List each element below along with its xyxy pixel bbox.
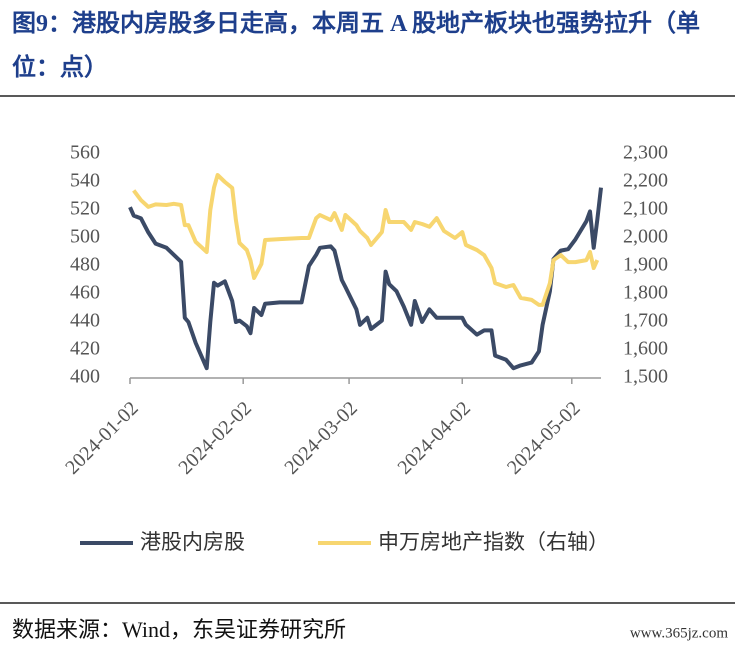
x-tick-label: 2024-01-02 <box>61 397 143 479</box>
y-tick-label: 420 <box>70 338 100 360</box>
y-tick-label: 500 <box>70 226 100 248</box>
series-line <box>128 187 603 371</box>
y2-tick-label: 1,700 <box>623 310 668 332</box>
y2-tick-label: 1,500 <box>623 366 668 388</box>
y-tick-label: 560 <box>70 142 100 164</box>
y-tick-label: 460 <box>70 282 100 304</box>
y-tick-label: 480 <box>70 254 100 276</box>
x-tick-label: 2024-04-02 <box>393 397 475 479</box>
y2-tick-label: 2,300 <box>623 142 668 164</box>
y-tick-label: 440 <box>70 310 100 332</box>
y-tick-label: 540 <box>70 170 100 192</box>
y2-tick-label: 1,600 <box>623 338 668 360</box>
y2-tick-label: 1,800 <box>623 282 668 304</box>
source: 数据来源：Wind，东吴证券研究所 <box>12 617 346 642</box>
x-tick-label: 2024-05-02 <box>503 397 585 479</box>
x-tick-label: 2024-03-02 <box>280 397 362 479</box>
y2-tick-label: 2,000 <box>623 226 668 248</box>
watermark: www.365jz.com <box>630 625 729 641</box>
legend-label: 港股内房股 <box>140 530 245 554</box>
y2-tick-label: 2,100 <box>623 198 668 220</box>
y2-tick-label: 2,200 <box>623 170 668 192</box>
y-tick-label: 520 <box>70 198 100 220</box>
x-tick-label: 2024-02-02 <box>174 397 256 479</box>
legend-label: 申万房地产指数（右轴） <box>378 530 609 554</box>
series-line <box>132 173 600 307</box>
y-tick-label: 400 <box>70 366 100 388</box>
y2-tick-label: 1,900 <box>623 254 668 276</box>
chart-title: 图9：港股内房股多日走高，本周五 A 股地产板块也强势拉升（单位：点） <box>12 11 701 81</box>
